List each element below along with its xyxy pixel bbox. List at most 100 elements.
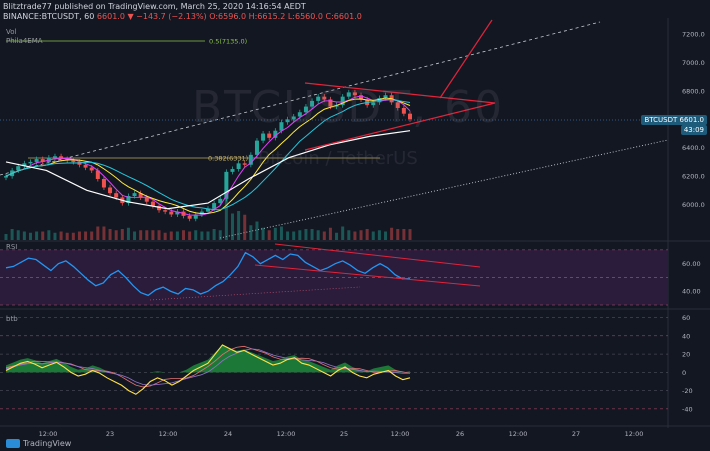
candle-body — [206, 208, 210, 212]
price-tick-label: 6000.0 — [682, 201, 705, 209]
btb-label: btb — [6, 315, 18, 323]
candle-body — [59, 156, 64, 160]
volume-bar — [390, 227, 394, 240]
tradingview-logo-icon — [6, 439, 20, 448]
candle-body — [261, 133, 266, 141]
volume-bar — [322, 231, 326, 240]
breakout-arrow-line — [439, 19, 493, 99]
candle-body — [408, 113, 412, 120]
candle-body — [371, 102, 376, 106]
volume-bar — [102, 226, 106, 240]
price-tick-label: 6800.0 — [682, 87, 705, 95]
last-price-tag: BTCUSDT 6601.0 — [641, 115, 707, 125]
volume-bar — [139, 230, 143, 240]
btb-wave-line — [5, 344, 411, 395]
time-tick-label: 12:00 — [391, 430, 410, 438]
price-tick-label: 6200.0 — [682, 173, 705, 181]
candle-body — [230, 169, 235, 172]
volume-bar — [114, 230, 118, 240]
volume-bar — [353, 231, 357, 240]
candle-body — [114, 193, 119, 198]
btb-tick-label: -20 — [682, 387, 693, 395]
candle-body — [285, 119, 290, 123]
volume-bar — [279, 226, 283, 240]
candle-body — [22, 163, 27, 167]
volume-bar — [310, 229, 314, 240]
volume-bar — [90, 231, 94, 240]
candle-body — [346, 92, 351, 97]
candle-body — [328, 99, 333, 107]
time-tick-label: 27 — [572, 430, 580, 438]
volume-bar — [402, 229, 406, 240]
volume-bar — [396, 229, 400, 240]
volume-bar — [133, 231, 137, 240]
volume-bar — [212, 229, 216, 240]
candle-body — [28, 161, 33, 164]
volume-bar — [224, 192, 228, 240]
candle-body — [359, 95, 364, 100]
time-tick-label: 26 — [456, 430, 464, 438]
volume-bar — [22, 231, 26, 240]
candle-body — [169, 211, 174, 215]
btb-signal-red — [5, 345, 411, 388]
volume-bar — [35, 231, 39, 240]
candle-body — [303, 106, 308, 113]
volume-bar — [59, 231, 63, 240]
rsi-label: RSI — [6, 243, 18, 251]
vol-label: Vol — [6, 28, 17, 36]
rsi-band — [0, 249, 668, 305]
volume-bar — [4, 234, 8, 240]
candle-body — [310, 100, 315, 107]
rsi-support-line — [149, 286, 361, 301]
candle-body — [71, 160, 76, 162]
candle-body — [132, 193, 137, 196]
candle-body — [108, 187, 113, 194]
volume-bar — [341, 226, 345, 240]
volume-bar — [377, 230, 381, 240]
candle-body — [383, 95, 388, 99]
tradingview-footer[interactable]: TradingView — [6, 439, 71, 448]
volume-bar — [28, 232, 32, 240]
candle-body — [316, 96, 321, 101]
phila-label: Phila4EMA — [6, 37, 43, 45]
volume-bar — [41, 231, 45, 240]
volume-bar — [347, 230, 351, 240]
rsi-trendline-upper — [274, 243, 481, 268]
volume-bar — [126, 227, 130, 240]
btb-tick-label: -40 — [682, 405, 693, 413]
candle-body — [212, 203, 217, 209]
candle-body — [150, 201, 155, 206]
volume-bar — [298, 230, 302, 240]
volume-bar — [243, 214, 247, 240]
volume-bar — [335, 232, 339, 240]
volume-bar — [316, 230, 320, 240]
candle-body — [126, 196, 131, 204]
time-tick-label: 24 — [224, 430, 232, 438]
candle-body — [352, 92, 357, 96]
candle-body — [218, 198, 223, 204]
volume-bar — [230, 213, 234, 240]
candle-body — [4, 176, 8, 178]
volume-bar — [163, 232, 167, 240]
time-tick-label: 12:00 — [625, 430, 644, 438]
candle-body — [297, 112, 302, 117]
volume-bar — [120, 229, 124, 240]
price-tick-label: 7000.0 — [682, 59, 705, 67]
time-tick-label: 25 — [340, 430, 348, 438]
ema-line-white — [5, 130, 411, 210]
fib-level-label: 0.382(6331) — [208, 155, 248, 163]
volume-bar — [65, 232, 69, 240]
rsi-line — [5, 251, 410, 297]
candle-body — [273, 130, 278, 138]
candle-body — [157, 205, 162, 211]
candle-body — [95, 170, 100, 179]
volume-bar — [408, 229, 412, 240]
candle-body — [236, 163, 241, 170]
volume-bar — [16, 230, 20, 240]
tradingview-brand: TradingView — [23, 439, 72, 448]
candle-body — [267, 133, 272, 138]
candle-body — [16, 166, 21, 171]
candle-body — [254, 140, 259, 155]
volume-bar — [182, 230, 186, 240]
